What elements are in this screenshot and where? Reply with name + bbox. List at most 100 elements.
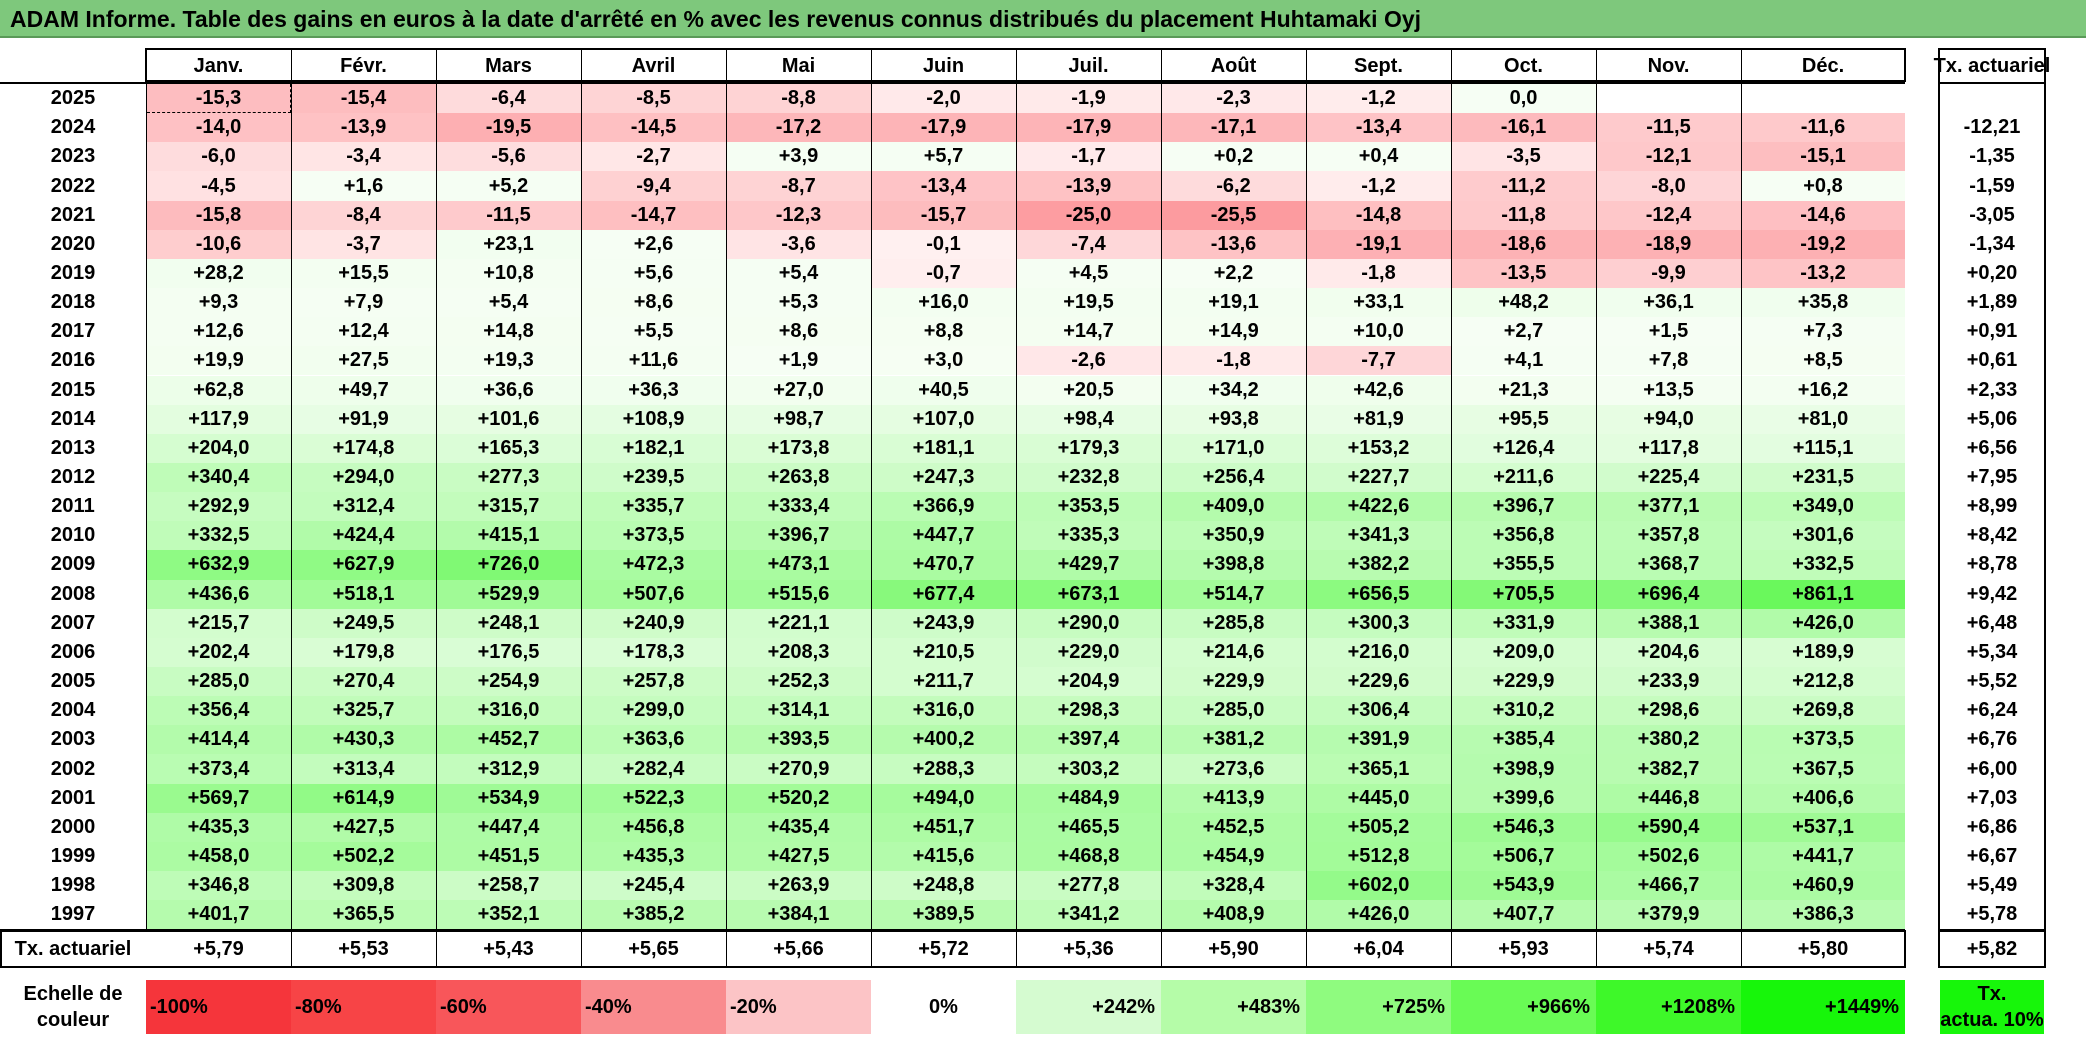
table-cell: +8,5	[1741, 346, 1905, 376]
table-cell	[1596, 84, 1741, 114]
year-label: 2003	[50, 728, 96, 751]
table-cell: +435,3	[581, 841, 726, 872]
table-cell: +379,9	[1596, 900, 1741, 930]
table-cell: +14,7	[1016, 317, 1161, 347]
month-header: Déc.	[1801, 54, 1845, 77]
scale-swatch: +1208%	[1596, 980, 1741, 1034]
table-cell: -10,6	[146, 229, 291, 259]
grid-line	[871, 50, 872, 930]
table-cell: +221,1	[726, 608, 871, 638]
grid-line	[1940, 929, 2044, 932]
table-cell: +35,8	[1741, 288, 1905, 318]
table-cell: +363,6	[581, 725, 726, 755]
table-cell: -9,9	[1596, 258, 1741, 289]
year-label: 2008	[50, 582, 96, 605]
table-cell: +14,9	[1161, 317, 1306, 347]
table-cell: +316,0	[436, 696, 581, 726]
year-label: 2007	[50, 611, 96, 634]
scale-swatch: +483%	[1161, 980, 1306, 1034]
month-header: Avril	[631, 54, 676, 77]
month-header: Août	[1210, 54, 1257, 77]
table-cell: +415,1	[436, 521, 581, 551]
table-cell: +332,5	[1741, 550, 1905, 580]
scale-swatch: -60%	[436, 980, 581, 1034]
table-cell: +107,0	[871, 404, 1016, 434]
table-cell: +19,1	[1161, 288, 1306, 318]
grid-line	[726, 932, 727, 967]
table-cell: +212,8	[1741, 667, 1905, 697]
table-cell: +227,7	[1306, 462, 1451, 493]
row-actuarial-rate: +6,56	[1966, 436, 2018, 459]
row-actuarial-rate: +6,24	[1966, 699, 2018, 722]
table-cell: +292,9	[146, 492, 291, 522]
table-cell: -14,7	[581, 200, 726, 230]
row-actuarial-rate: +6,00	[1966, 757, 2018, 780]
row-actuarial-rate: +5,49	[1966, 874, 2018, 897]
table-cell: +81,9	[1306, 404, 1451, 434]
table-cell: +7,9	[291, 288, 436, 318]
table-cell: +1,5	[1596, 317, 1741, 347]
scale-swatch: +966%	[1451, 980, 1596, 1034]
table-cell: +4,5	[1016, 258, 1161, 289]
table-cell: +210,5	[871, 637, 1016, 667]
table-cell: +5,7	[871, 142, 1016, 172]
table-cell: +340,4	[146, 462, 291, 493]
summary-label: Tx. actuariel	[14, 937, 132, 960]
table-cell: +436,6	[146, 579, 291, 609]
table-cell: +216,0	[1306, 637, 1451, 667]
grid-line	[1741, 50, 1742, 930]
table-cell: +42,6	[1306, 375, 1451, 405]
year-label: 1997	[50, 903, 96, 926]
table-cell: +303,2	[1016, 754, 1161, 784]
table-cell: -8,4	[291, 200, 436, 230]
table-cell: +445,0	[1306, 783, 1451, 813]
table-cell: +367,5	[1741, 754, 1905, 784]
table-cell: +473,1	[726, 550, 871, 580]
table-cell: -13,4	[871, 171, 1016, 201]
table-cell: +514,7	[1161, 579, 1306, 609]
table-cell: -5,6	[436, 142, 581, 172]
table-cell: +312,9	[436, 754, 581, 784]
table-cell: +350,9	[1161, 521, 1306, 551]
table-cell: +309,8	[291, 871, 436, 901]
table-cell: -17,1	[1161, 113, 1306, 143]
table-cell: -0,7	[871, 258, 1016, 289]
table-cell: +20,5	[1016, 375, 1161, 405]
table-cell: +249,5	[291, 608, 436, 638]
table-cell: +627,9	[291, 550, 436, 580]
table-cell: +215,7	[146, 608, 291, 638]
summary-cell: +5,43	[483, 937, 534, 960]
table-cell: +294,0	[291, 462, 436, 493]
table-cell: -6,2	[1161, 171, 1306, 201]
table-cell: +441,7	[1741, 841, 1905, 872]
year-label: 2017	[50, 320, 96, 343]
table-cell: +211,7	[871, 667, 1016, 697]
table-cell: +0,8	[1741, 171, 1905, 201]
table-cell: +522,3	[581, 783, 726, 813]
table-cell: -2,3	[1161, 84, 1306, 114]
month-header: Sept.	[1354, 54, 1403, 77]
table-cell: +21,3	[1451, 375, 1596, 405]
row-actuarial-rate: +5,06	[1966, 407, 2018, 430]
table-cell: +341,2	[1016, 900, 1161, 930]
table-cell: +19,3	[436, 346, 581, 376]
grid-line	[291, 932, 292, 967]
summary-cell: +5,79	[193, 937, 244, 960]
table-cell: +81,0	[1741, 404, 1905, 434]
year-label: 2016	[50, 349, 96, 372]
year-label: 1998	[50, 874, 96, 897]
table-cell: +12,6	[146, 317, 291, 347]
year-label: 2025	[50, 87, 96, 110]
summary-cell: +5,66	[773, 937, 824, 960]
table-cell: +590,4	[1596, 812, 1741, 842]
table-cell: +173,8	[726, 433, 871, 463]
summary-cell: +5,80	[1797, 937, 1849, 960]
table-cell: -25,0	[1016, 200, 1161, 230]
year-label: 2018	[50, 291, 96, 314]
table-cell: +14,8	[436, 317, 581, 347]
table-cell: +202,4	[146, 637, 291, 667]
table-cell: -15,4	[291, 84, 436, 114]
table-cell: +2,7	[1451, 317, 1596, 347]
table-cell: +0,2	[1161, 142, 1306, 172]
row-actuarial-rate: +8,42	[1966, 524, 2018, 547]
